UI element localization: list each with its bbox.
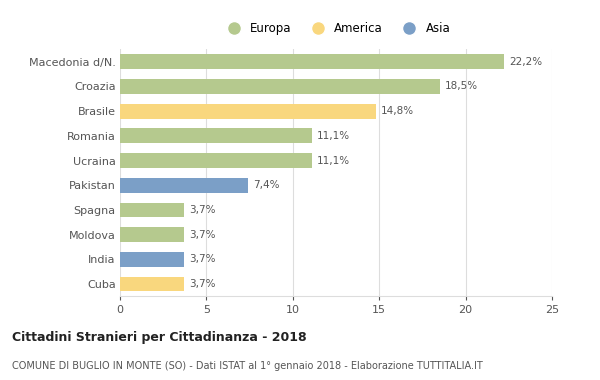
Text: Cittadini Stranieri per Cittadinanza - 2018: Cittadini Stranieri per Cittadinanza - 2… bbox=[12, 331, 307, 344]
Bar bbox=[120, 79, 440, 94]
Bar bbox=[120, 54, 503, 69]
Text: 14,8%: 14,8% bbox=[381, 106, 414, 116]
Text: 11,1%: 11,1% bbox=[317, 131, 350, 141]
Text: 3,7%: 3,7% bbox=[189, 279, 215, 289]
Text: 7,4%: 7,4% bbox=[253, 180, 280, 190]
Bar bbox=[120, 277, 184, 291]
Text: 22,2%: 22,2% bbox=[509, 57, 542, 67]
Text: COMUNE DI BUGLIO IN MONTE (SO) - Dati ISTAT al 1° gennaio 2018 - Elaborazione TU: COMUNE DI BUGLIO IN MONTE (SO) - Dati IS… bbox=[12, 361, 483, 371]
Text: 3,7%: 3,7% bbox=[189, 254, 215, 264]
Text: 11,1%: 11,1% bbox=[317, 155, 350, 166]
Bar bbox=[120, 128, 312, 143]
Text: 3,7%: 3,7% bbox=[189, 205, 215, 215]
Bar bbox=[120, 203, 184, 217]
Bar bbox=[120, 252, 184, 267]
Bar bbox=[120, 153, 312, 168]
Bar bbox=[120, 104, 376, 119]
Bar bbox=[120, 227, 184, 242]
Legend: Europa, America, Asia: Europa, America, Asia bbox=[218, 19, 454, 38]
Text: 3,7%: 3,7% bbox=[189, 230, 215, 240]
Bar bbox=[120, 178, 248, 193]
Text: 18,5%: 18,5% bbox=[445, 81, 478, 92]
